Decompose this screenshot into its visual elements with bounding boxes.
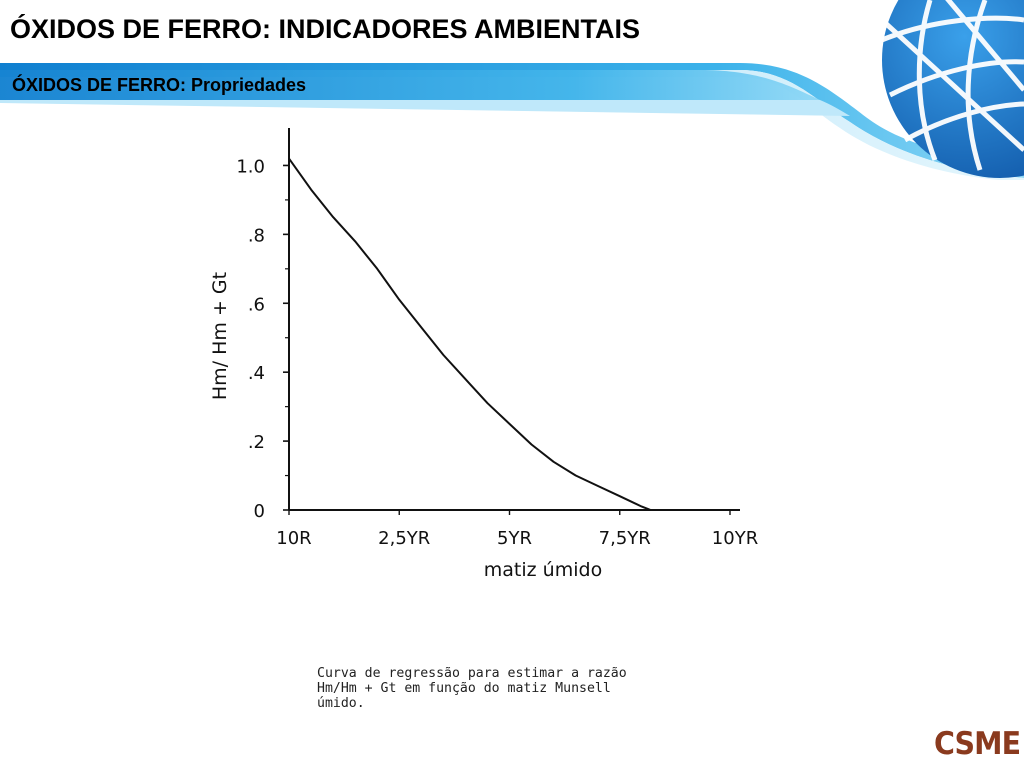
x-tick-label: 10YR	[712, 528, 758, 549]
series-line	[288, 158, 651, 511]
slide-title: ÓXIDOS DE FERRO: INDICADORES AMBIENTAIS	[10, 14, 641, 44]
y-axis-ticks: 0 .2 .4 .6 .8 1.0	[236, 156, 289, 522]
chart-caption: Curva de regressão para estimar a razão H…	[317, 666, 627, 711]
y-axis-label: Hm/ Hm + Gt	[209, 272, 231, 400]
caption-line: úmido.	[317, 696, 365, 711]
header-subtitle-band	[0, 70, 820, 100]
chart-series	[288, 158, 651, 511]
y-tick-label: 1.0	[236, 156, 265, 177]
x-tick-label: 5YR	[497, 528, 532, 549]
x-axis-label: matiz úmido	[484, 559, 602, 581]
y-tick-label: .6	[248, 294, 265, 315]
y-tick-label: .8	[248, 225, 265, 246]
x-tick-label: 7,5YR	[599, 528, 651, 549]
caption-line: Curva de regressão para estimar a razão	[317, 666, 627, 681]
x-tick-label: 2,5YR	[378, 528, 430, 549]
slide-header	[0, 0, 1024, 180]
y-tick-label: .2	[248, 432, 265, 453]
y-tick-label: .4	[248, 363, 265, 384]
csme-logo: CSME	[934, 726, 1021, 762]
slide-subtitle: ÓXIDOS DE FERRO: Propriedades	[12, 75, 307, 95]
x-tick-label: 10R	[276, 528, 311, 549]
globe-icon	[880, 0, 1024, 178]
chart-axes	[288, 128, 740, 511]
caption-line: Hm/Hm + Gt em função do matiz Munsell	[317, 681, 611, 696]
x-axis-ticks: 10R 2,5YR 5YR 7,5YR 10YR	[276, 510, 758, 549]
y-tick-label: 0	[254, 501, 265, 522]
